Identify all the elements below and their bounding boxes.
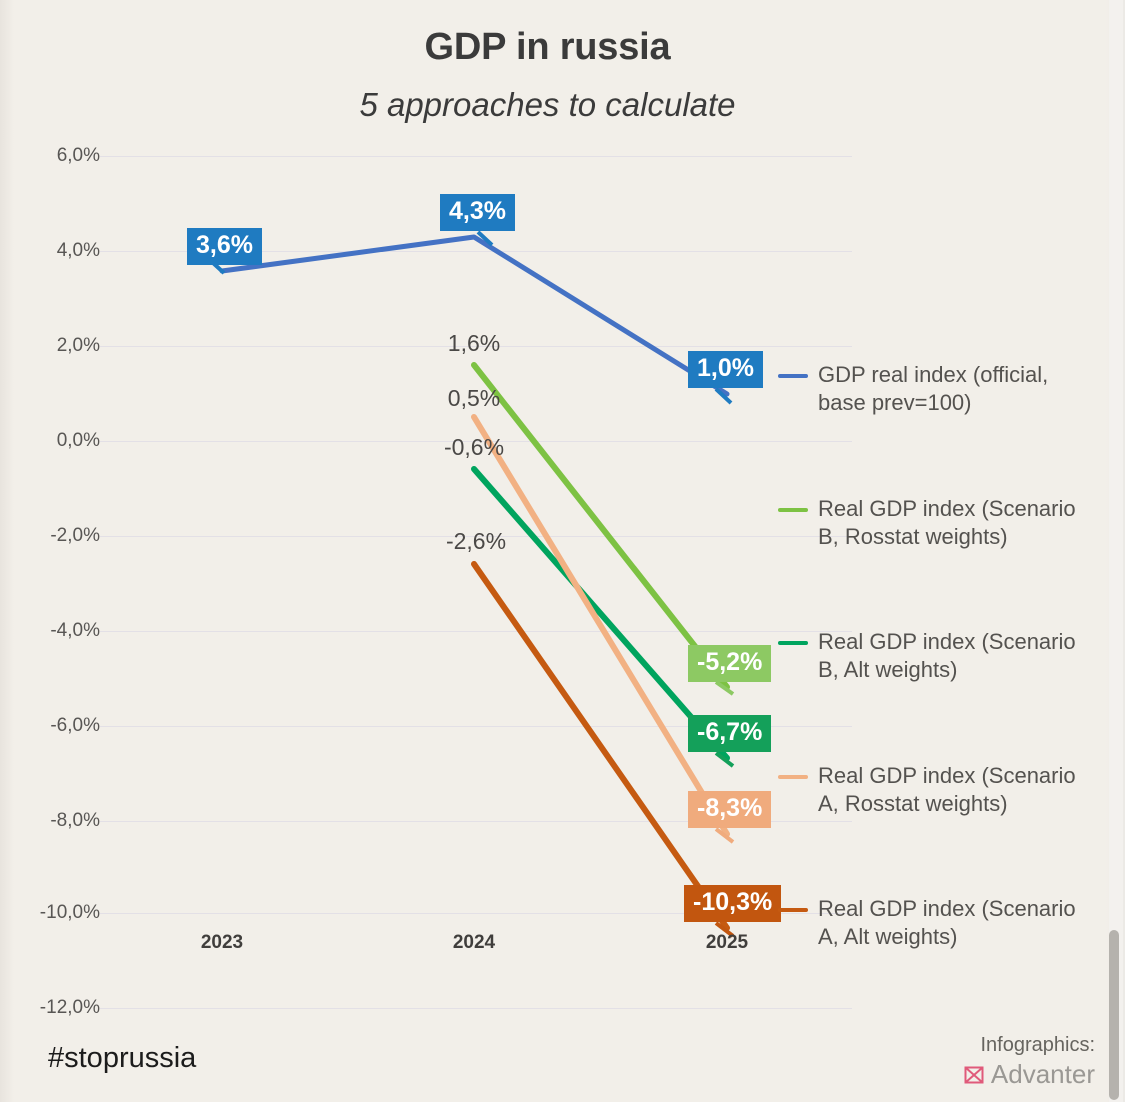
callout-leader-blue-2024: [476, 230, 494, 247]
gridline-neg8: [100, 821, 852, 822]
gridline-2: [100, 346, 852, 347]
credit-brand-name: Advanter: [990, 1059, 1095, 1089]
legend-item-scenario-a-alt[interactable]: Real GDP index (Scenario A, Alt weights): [778, 895, 1083, 950]
x-axis-tick-2023: 2023: [200, 932, 244, 953]
x-axis-tick-2024: 2024: [452, 932, 496, 953]
y-axis-tick-neg2: -2,0%: [50, 525, 100, 546]
hashtag-stoprussia: #stoprussia: [48, 1042, 197, 1074]
credit-brand-row: Advanter: [963, 1059, 1095, 1090]
y-axis-tick-neg12: -12,0%: [39, 997, 100, 1018]
legend-item-scenario-a-rosstat[interactable]: Real GDP index (Scenario A, Rosstat weig…: [778, 762, 1083, 817]
gridline-neg6: [100, 726, 852, 727]
legend-swatch-icon-scenario-a-rosstat: [778, 775, 808, 779]
data-label-scenario-a-rosstat-2024: 0,5%: [447, 385, 501, 411]
gridline-6: [100, 156, 852, 157]
legend-swatch-icon-scenario-a-alt: [778, 908, 808, 912]
legend-item-scenario-b-rosstat[interactable]: Real GDP index (Scenario B, Rosstat weig…: [778, 495, 1083, 550]
legend-label-gdp-official: GDP real index (official, base prev=100): [818, 362, 1049, 415]
chart-title: GDP in russia: [424, 26, 671, 68]
y-axis-tick-neg6: -6,0%: [50, 715, 100, 736]
vertical-scrollbar-track[interactable]: [1109, 0, 1123, 1102]
callout-leader-dorange-2025: [714, 921, 735, 938]
callout-leader-blue-2025: [714, 387, 733, 405]
line-scenario-a-alt: [471, 561, 730, 931]
legend-label-scenario-a-rosstat: Real GDP index (Scenario A, Rosstat weig…: [818, 763, 1076, 816]
legend-label-scenario-a-alt: Real GDP index (Scenario A, Alt weights): [818, 896, 1076, 949]
callout-leader-peach-2025: [714, 827, 735, 844]
line-scenario-a-rosstat: [471, 414, 730, 837]
callout-leader-lgreen-2025: [714, 680, 735, 696]
slide-left-edge: [0, 0, 14, 1102]
y-axis-tick-0: 0,0%: [56, 430, 100, 451]
gridline-neg2: [100, 536, 852, 537]
y-axis-tick-6: 6,0%: [56, 145, 100, 166]
y-axis-tick-2: 2,0%: [56, 335, 100, 356]
gridline-neg10: [100, 913, 852, 914]
data-label-scenario-a-rosstat-2025: -8,3%: [688, 791, 772, 828]
y-axis-tick-neg4: -4,0%: [50, 620, 100, 641]
data-label-scenario-a-alt-2024: -2,6%: [445, 528, 507, 554]
legend-swatch-icon-scenario-b-rosstat: [778, 508, 808, 512]
line-scenario-b-rosstat: [471, 362, 730, 690]
data-label-scenario-a-alt-2025: -10,3%: [684, 885, 782, 922]
gridline-4: [100, 251, 852, 252]
data-label-scenario-b-alt-2024: -0,6%: [443, 434, 505, 460]
data-label-official-2024: 4,3%: [440, 194, 515, 231]
gridline-neg12: [100, 1008, 852, 1009]
data-label-official-2025: 1,0%: [688, 351, 763, 388]
legend-swatch-icon-scenario-b-alt: [778, 641, 808, 645]
crossed-square-icon: [964, 1066, 984, 1083]
data-label-official-2023: 3,6%: [187, 228, 262, 265]
callout-leader-dgreen-2025: [714, 751, 735, 768]
gridline-neg4: [100, 631, 852, 632]
legend-label-scenario-b-rosstat: Real GDP index (Scenario B, Rosstat weig…: [818, 496, 1076, 549]
data-label-scenario-b-rosstat-2024: 1,6%: [447, 330, 501, 356]
credit-label: Infographics:: [980, 1034, 1095, 1056]
x-axis-tick-2025: 2025: [705, 932, 749, 953]
line-gdp-official: [219, 234, 730, 397]
chart-subtitle: 5 approaches to calculate: [359, 86, 736, 123]
y-axis-tick-neg8: -8,0%: [50, 810, 100, 831]
y-axis-tick-neg10: -10,0%: [39, 902, 100, 923]
line-scenario-b-alt: [471, 466, 730, 761]
credit-block: Infographics: Advanter: [963, 1033, 1095, 1090]
data-label-scenario-b-rosstat-2025: -5,2%: [688, 645, 772, 682]
legend-swatch-icon-gdp-official: [778, 374, 808, 378]
legend-label-scenario-b-alt: Real GDP index (Scenario B, Alt weights): [818, 629, 1076, 682]
data-label-scenario-b-alt-2025: -6,7%: [688, 715, 772, 752]
y-axis-tick-4: 4,0%: [56, 240, 100, 261]
vertical-scrollbar-thumb[interactable]: [1109, 930, 1119, 1100]
legend-item-gdp-official[interactable]: GDP real index (official, base prev=100): [778, 361, 1083, 416]
legend-item-scenario-b-alt[interactable]: Real GDP index (Scenario B, Alt weights): [778, 628, 1083, 683]
gridline-0: [100, 441, 852, 442]
